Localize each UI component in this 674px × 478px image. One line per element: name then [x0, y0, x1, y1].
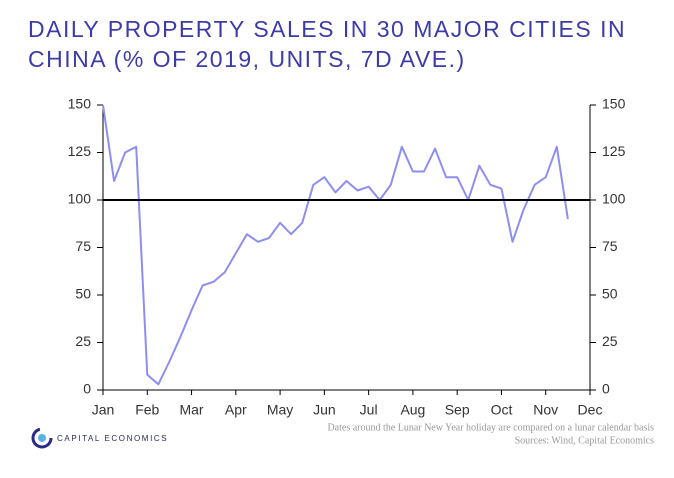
- y-tick-label: 50: [75, 286, 91, 302]
- x-tick-label: Mar: [179, 402, 203, 418]
- y2-tick-label: 50: [602, 286, 618, 302]
- x-tick-label: Jan: [92, 402, 115, 418]
- x-tick-label: Jul: [360, 402, 378, 418]
- x-tick-label: Aug: [400, 402, 425, 418]
- y-tick-label: 25: [75, 333, 91, 349]
- y2-tick-label: 150: [602, 96, 626, 112]
- y-tick-label: 75: [75, 238, 91, 254]
- series-line: [102, 104, 569, 386]
- x-tick-label: May: [267, 402, 293, 418]
- x-tick-label: Feb: [135, 402, 159, 418]
- logo-text: CAPITAL ECONOMICS: [57, 434, 168, 443]
- y-tick-label: 125: [68, 143, 92, 159]
- y2-tick-label: 100: [602, 191, 626, 207]
- y-tick-label: 100: [68, 191, 92, 207]
- source: Sources: Wind, Capital Economics: [515, 435, 654, 446]
- logo-icon: [31, 427, 53, 449]
- x-tick-label: Dec: [578, 402, 603, 418]
- chart-title: DAILY PROPERTY SALES IN 30 MAJOR CITIES …: [28, 16, 627, 72]
- y-tick-label: 0: [83, 381, 91, 397]
- y2-tick-label: 0: [602, 381, 610, 397]
- y2-tick-label: 25: [602, 333, 618, 349]
- x-tick-label: Oct: [491, 402, 513, 418]
- y2-tick-label: 125: [602, 143, 626, 159]
- y2-tick-label: 75: [602, 238, 618, 254]
- y-tick-label: 150: [68, 96, 92, 112]
- x-tick-label: Apr: [225, 402, 247, 418]
- x-tick-label: Jun: [313, 402, 336, 418]
- note: Dates around the Lunar New Year holiday …: [327, 422, 654, 433]
- x-tick-label: Sep: [445, 402, 470, 418]
- x-tick-label: Nov: [533, 402, 558, 418]
